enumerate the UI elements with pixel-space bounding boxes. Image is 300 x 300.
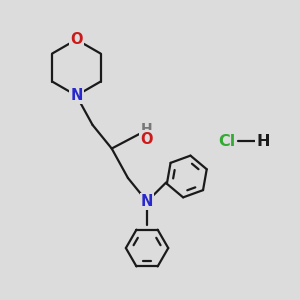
- Text: H: H: [140, 122, 152, 136]
- Text: Cl: Cl: [218, 134, 235, 149]
- Text: O: O: [140, 132, 152, 147]
- Text: H: H: [256, 134, 270, 149]
- Text: O: O: [70, 32, 82, 47]
- Text: N: N: [70, 88, 82, 103]
- Text: N: N: [141, 194, 153, 209]
